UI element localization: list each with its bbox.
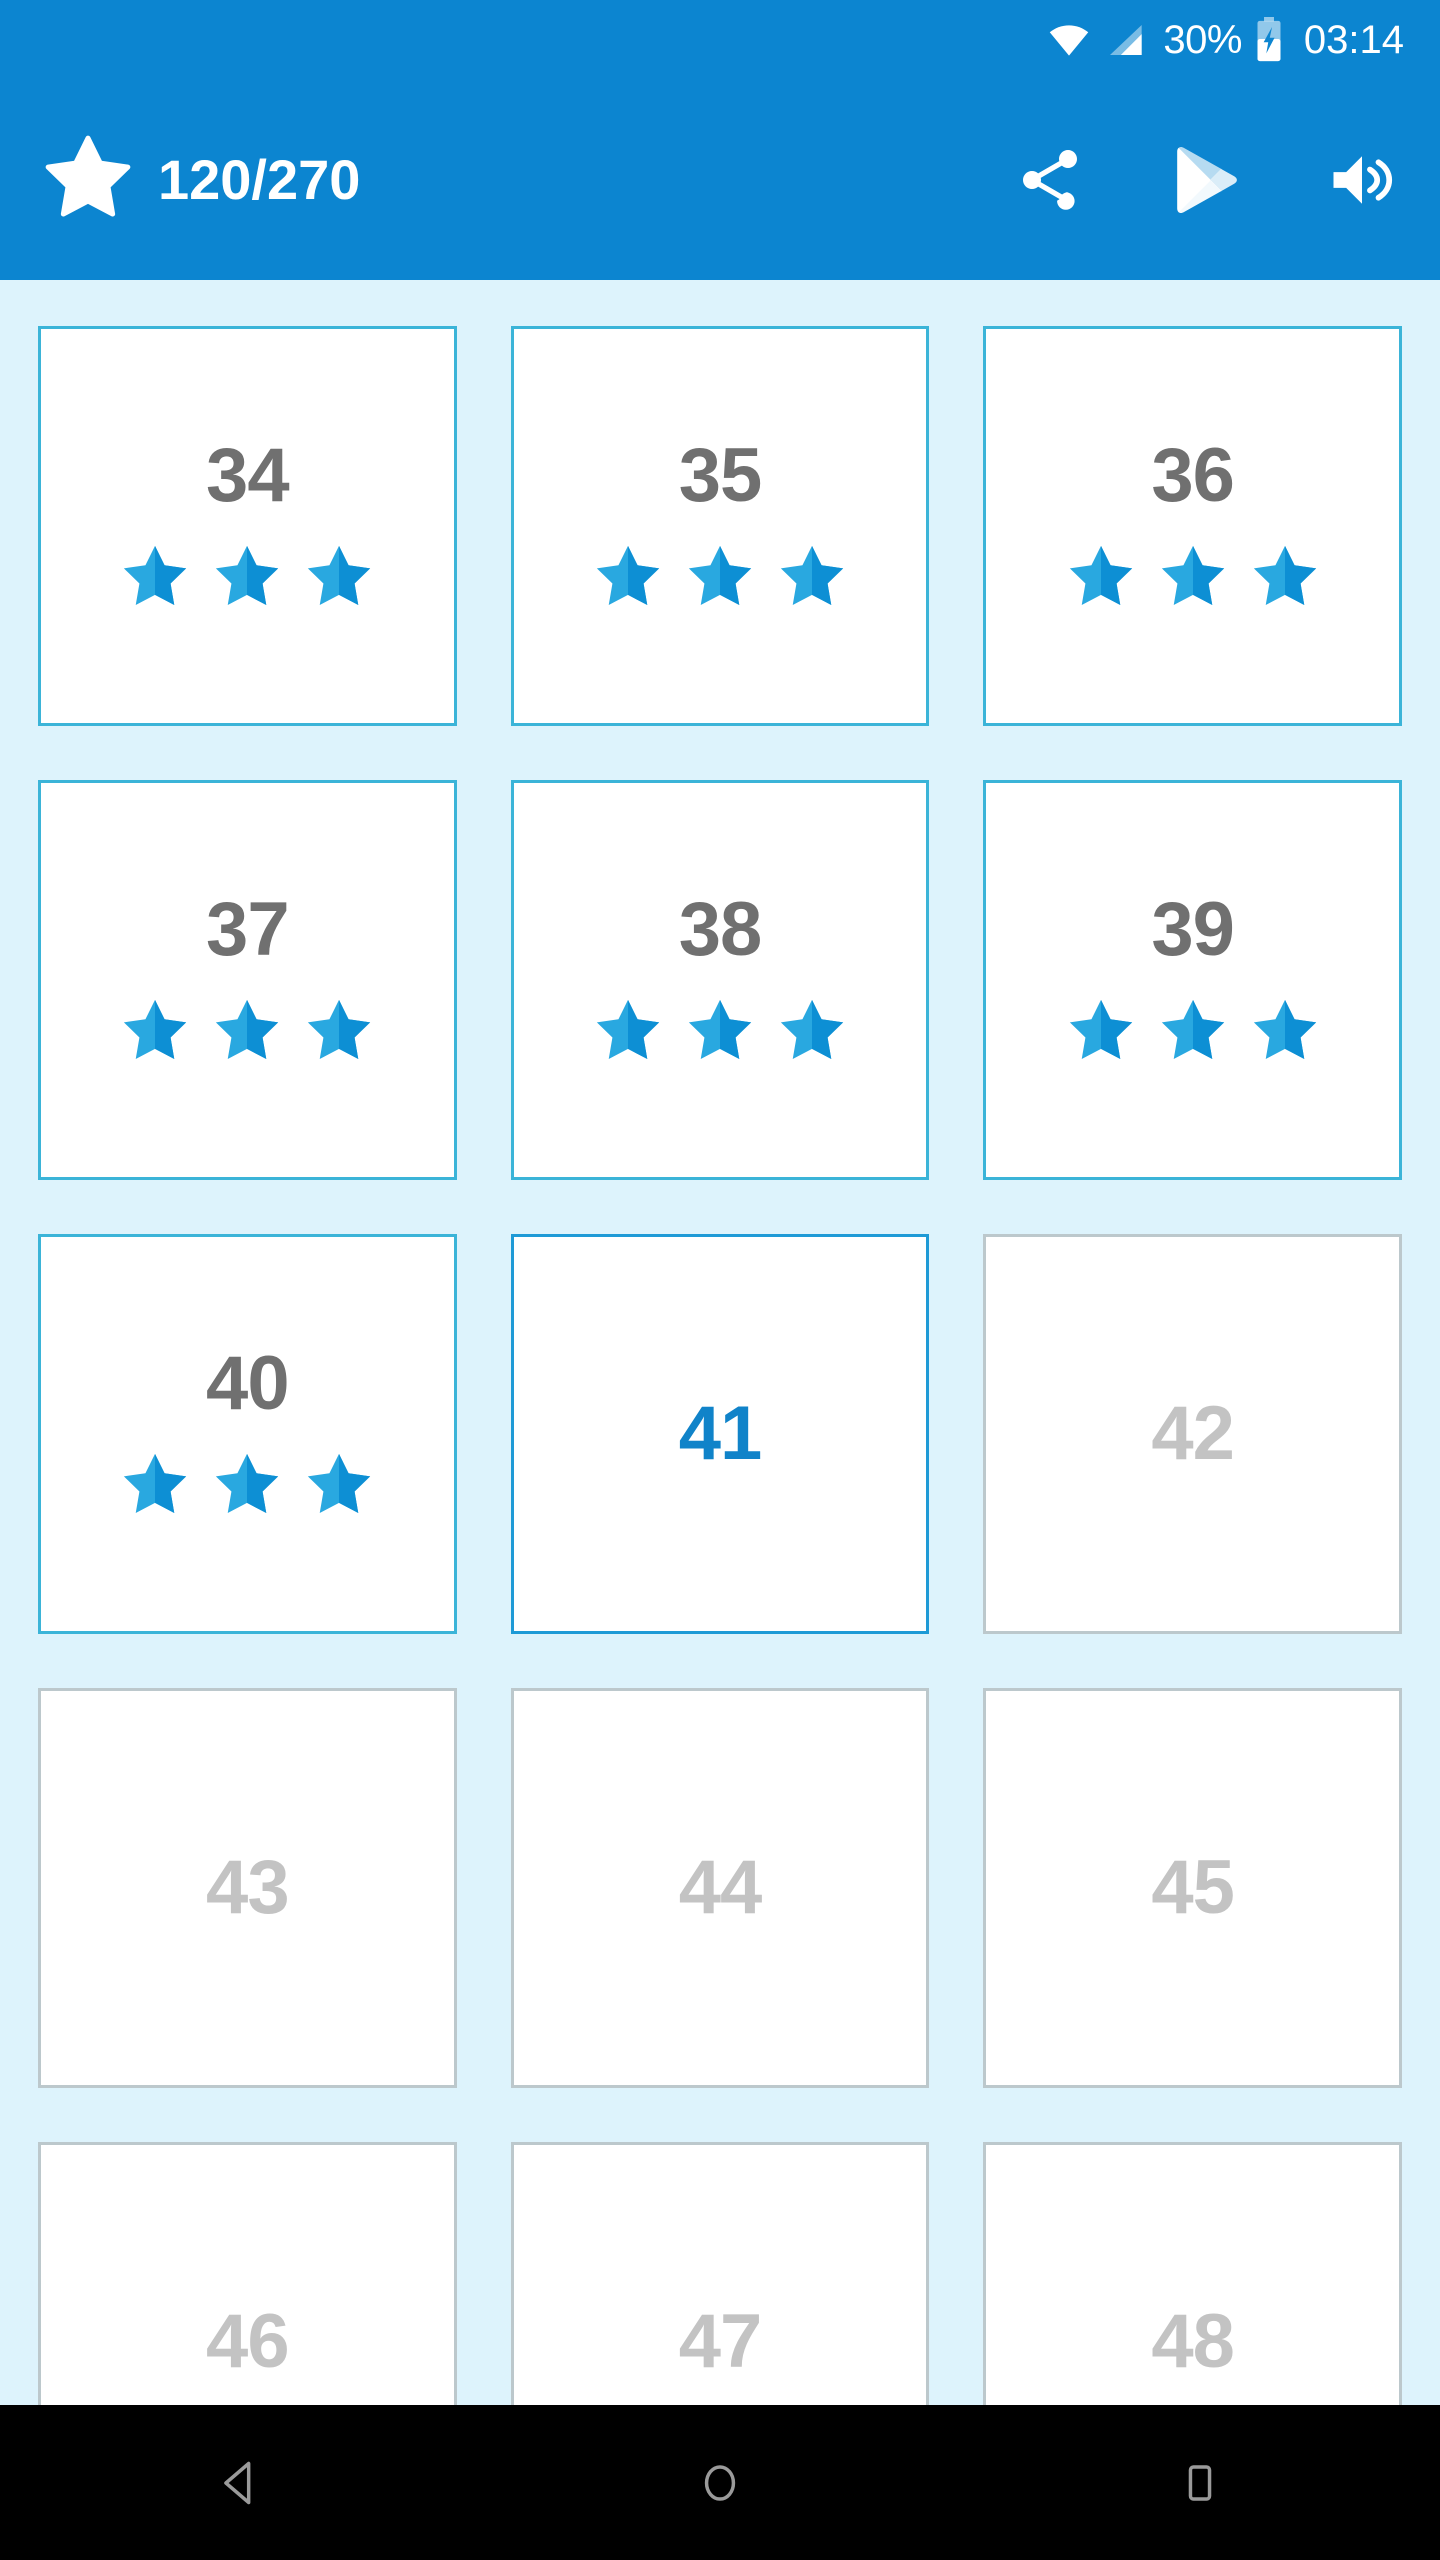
level-grid: 34 35 36 37 38 39 40 41 42 43 44 45 46 47 48	[0, 280, 1440, 2405]
star-icon	[216, 1453, 279, 1514]
level-number: 38	[678, 887, 763, 972]
star-icon	[124, 1453, 187, 1514]
star-icon	[780, 545, 844, 606]
level-star-row	[591, 994, 849, 1068]
level-cell[interactable]: 38	[510, 780, 930, 1180]
level-cell: 45	[983, 1688, 1402, 2088]
star-icon	[596, 545, 660, 606]
wifi-icon	[1047, 18, 1091, 62]
level-cell[interactable]: 35	[510, 326, 930, 726]
level-cell: 42	[983, 1234, 1402, 1634]
star-icon	[1253, 999, 1316, 1060]
star-icon	[596, 999, 660, 1060]
level-number: 35	[678, 433, 763, 518]
level-star-row	[118, 1448, 376, 1522]
star-icon	[1161, 545, 1224, 606]
level-number: 40	[206, 1341, 290, 1426]
app-header: 120/270	[0, 80, 1440, 280]
level-cell[interactable]: 37	[38, 780, 457, 1180]
level-star-row	[118, 994, 376, 1068]
star-count-label: 120/270	[158, 148, 361, 211]
level-star-row	[1064, 540, 1322, 614]
volume-icon[interactable]	[1324, 142, 1400, 218]
star-icon	[1069, 999, 1132, 1060]
home-icon[interactable]	[645, 2405, 795, 2560]
level-cell: 43	[38, 1688, 457, 2088]
star-icon	[780, 999, 844, 1060]
clock-label: 03:14	[1303, 18, 1404, 62]
level-cell[interactable]: 41	[510, 1234, 930, 1634]
share-icon[interactable]	[1012, 142, 1088, 218]
star-icon	[1069, 545, 1132, 606]
recents-icon[interactable]	[1125, 2405, 1275, 2560]
level-number: 44	[678, 1845, 763, 1930]
star-icon	[124, 999, 187, 1060]
level-cell: 48	[983, 2142, 1402, 2405]
star-icon	[308, 999, 371, 1060]
level-number: 46	[206, 2299, 290, 2384]
back-icon[interactable]	[165, 2405, 315, 2560]
level-number: 45	[1151, 1845, 1235, 1930]
header-actions	[1012, 142, 1400, 218]
level-cell[interactable]: 34	[38, 326, 457, 726]
google-play-icon[interactable]	[1168, 142, 1244, 218]
level-star-row	[118, 540, 376, 614]
star-icon	[42, 132, 134, 229]
status-bar: 30% 03:14	[0, 0, 1440, 80]
star-icon	[124, 545, 187, 606]
level-number: 34	[206, 433, 290, 518]
star-icon	[688, 545, 752, 606]
level-number: 41	[678, 1391, 763, 1476]
star-icon	[308, 1453, 371, 1514]
star-icon	[688, 999, 752, 1060]
star-icon	[308, 545, 371, 606]
battery-charging-icon	[1254, 17, 1284, 63]
signal-icon	[1105, 20, 1145, 60]
level-cell: 47	[510, 2142, 930, 2405]
level-number: 37	[206, 887, 290, 972]
star-icon	[216, 999, 279, 1060]
level-cell[interactable]: 36	[983, 326, 1402, 726]
level-number: 42	[1151, 1391, 1235, 1476]
level-star-row	[1064, 994, 1322, 1068]
battery-percent-label: 30%	[1163, 18, 1242, 62]
level-number: 39	[1151, 887, 1235, 972]
level-number: 48	[1151, 2299, 1235, 2384]
level-cell: 46	[38, 2142, 457, 2405]
star-icon	[1253, 545, 1316, 606]
level-number: 47	[678, 2299, 763, 2384]
level-number: 36	[1151, 433, 1235, 518]
level-cell[interactable]: 40	[38, 1234, 457, 1634]
android-nav-bar	[0, 2405, 1440, 2560]
star-icon	[216, 545, 279, 606]
level-cell: 44	[510, 1688, 930, 2088]
star-icon	[1161, 999, 1224, 1060]
level-cell[interactable]: 39	[983, 780, 1402, 1180]
level-star-row	[591, 540, 849, 614]
level-number: 43	[206, 1845, 290, 1930]
